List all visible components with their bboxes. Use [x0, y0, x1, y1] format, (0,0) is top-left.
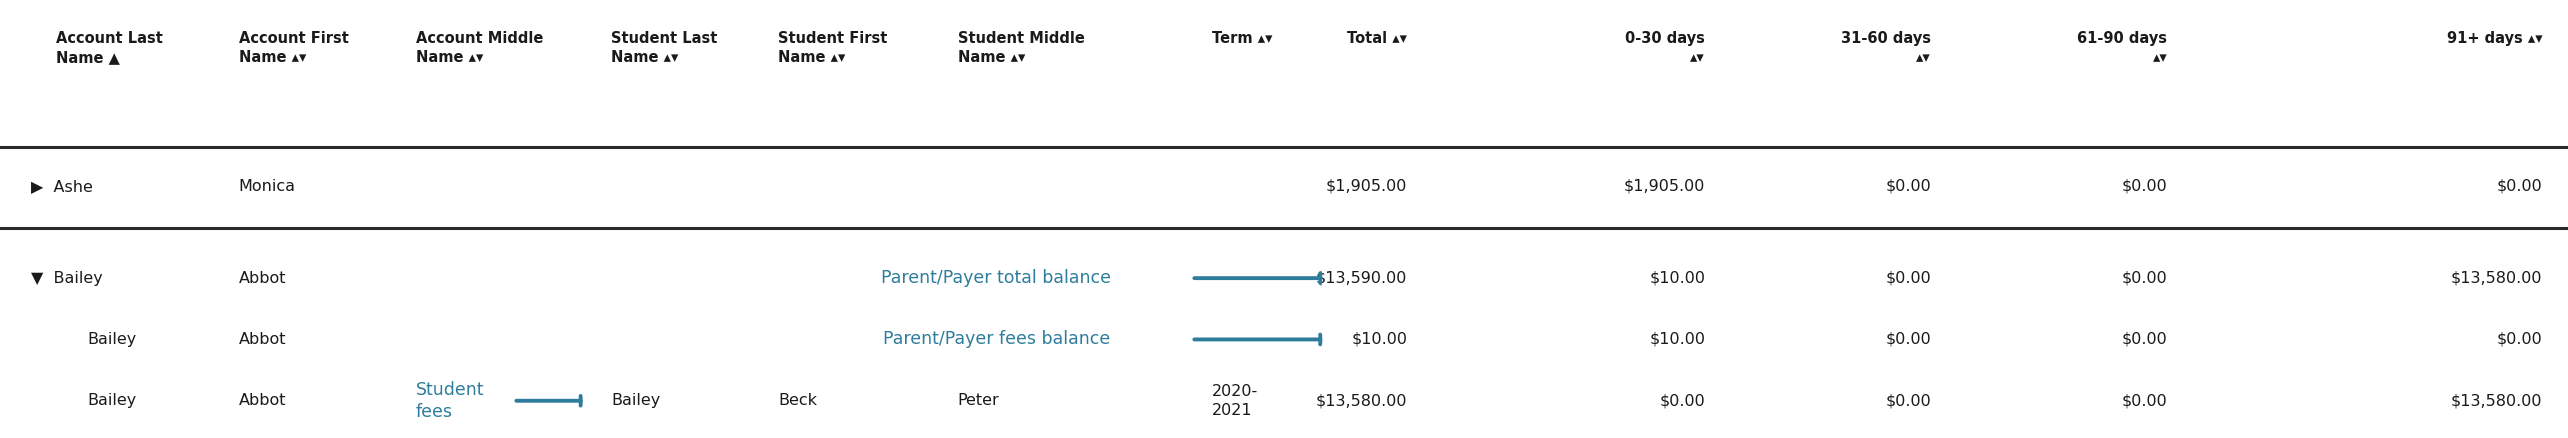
Text: $0.00: $0.00	[2496, 332, 2542, 347]
Text: ▼  Bailey: ▼ Bailey	[31, 271, 103, 286]
Text: $0.00: $0.00	[1885, 179, 1931, 194]
Text: $0.00: $0.00	[1885, 271, 1931, 286]
Text: Term ▴▾: Term ▴▾	[1212, 31, 1274, 46]
Text: Bailey: Bailey	[611, 393, 660, 408]
Text: $10.00: $10.00	[1649, 332, 1705, 347]
Text: Student
fees: Student fees	[416, 381, 485, 421]
Text: 31-60 days
▴▾: 31-60 days ▴▾	[1841, 31, 1931, 65]
Text: $10.00: $10.00	[1649, 271, 1705, 286]
Text: Account First
Name ▴▾: Account First Name ▴▾	[239, 31, 349, 65]
Text: 61-90 days
▴▾: 61-90 days ▴▾	[2078, 31, 2167, 65]
Text: Student Last
Name ▴▾: Student Last Name ▴▾	[611, 31, 716, 65]
Text: $1,905.00: $1,905.00	[1325, 179, 1407, 194]
Text: Parent/Payer fees balance: Parent/Payer fees balance	[883, 330, 1109, 349]
Text: $10.00: $10.00	[1351, 332, 1407, 347]
Text: Parent/Payer total balance: Parent/Payer total balance	[881, 269, 1112, 287]
Text: $0.00: $0.00	[1885, 393, 1931, 408]
Text: $0.00: $0.00	[2121, 393, 2167, 408]
Text: 2020-
2021: 2020- 2021	[1212, 384, 1258, 417]
Text: $0.00: $0.00	[1659, 393, 1705, 408]
Text: Bailey: Bailey	[87, 393, 136, 408]
Text: $13,580.00: $13,580.00	[1315, 393, 1407, 408]
Text: Account Last
Name ▲: Account Last Name ▲	[56, 31, 164, 65]
Text: Bailey: Bailey	[87, 332, 136, 347]
Text: ▶  Ashe: ▶ Ashe	[31, 179, 92, 194]
Text: $13,580.00: $13,580.00	[2450, 271, 2542, 286]
Text: Beck: Beck	[778, 393, 817, 408]
Text: Total ▴▾: Total ▴▾	[1348, 31, 1407, 46]
Text: $1,905.00: $1,905.00	[1623, 179, 1705, 194]
Text: Abbot: Abbot	[239, 332, 285, 347]
Text: Student Middle
Name ▴▾: Student Middle Name ▴▾	[958, 31, 1084, 65]
Text: Monica: Monica	[239, 179, 295, 194]
Text: Student First
Name ▴▾: Student First Name ▴▾	[778, 31, 889, 65]
Text: $0.00: $0.00	[1885, 332, 1931, 347]
Text: 91+ days ▴▾: 91+ days ▴▾	[2447, 31, 2542, 46]
Text: $0.00: $0.00	[2121, 271, 2167, 286]
Text: $0.00: $0.00	[2121, 179, 2167, 194]
Text: $13,590.00: $13,590.00	[1315, 271, 1407, 286]
Text: $0.00: $0.00	[2121, 332, 2167, 347]
Text: 0-30 days
▴▾: 0-30 days ▴▾	[1626, 31, 1705, 65]
Text: Abbot: Abbot	[239, 271, 285, 286]
Text: $0.00: $0.00	[2496, 179, 2542, 194]
Text: $13,580.00: $13,580.00	[2450, 393, 2542, 408]
Text: Abbot: Abbot	[239, 393, 285, 408]
Text: Peter: Peter	[958, 393, 999, 408]
Text: Account Middle
Name ▴▾: Account Middle Name ▴▾	[416, 31, 544, 65]
